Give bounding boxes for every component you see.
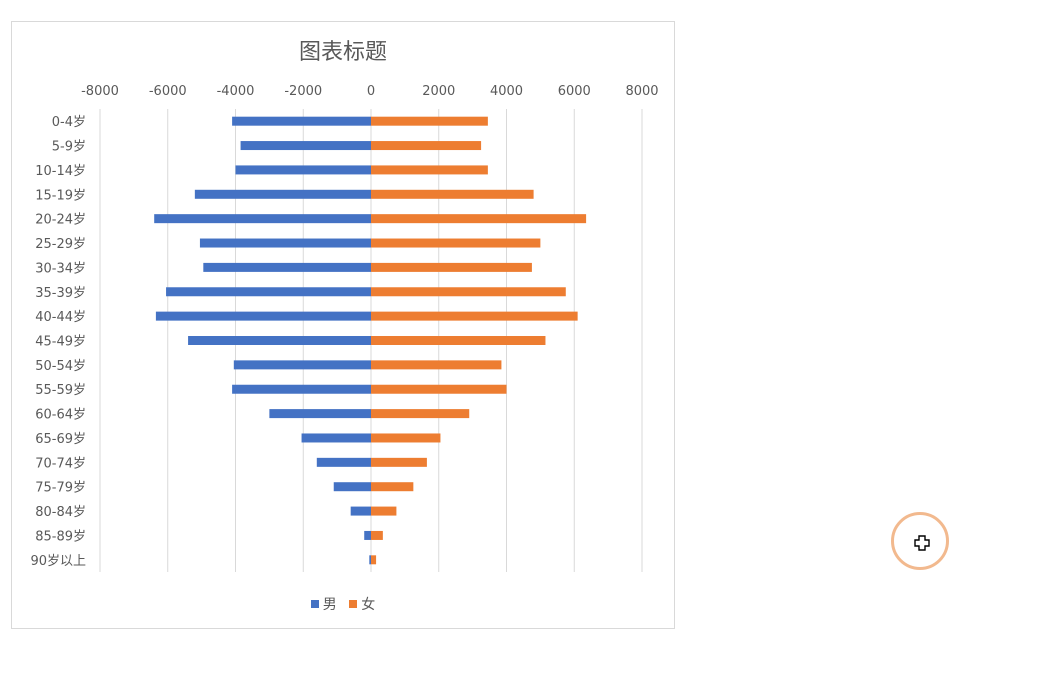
legend-swatch-male (310, 600, 319, 608)
y-category-label: 15-19岁 (35, 188, 86, 203)
bar-female (371, 165, 488, 175)
y-category-label: 85-89岁 (35, 529, 86, 544)
x-tick-label: -8000 (81, 84, 119, 99)
y-category-label: 80-84岁 (35, 505, 86, 520)
bar-male (232, 384, 371, 394)
legend[interactable]: 男 女 (12, 594, 674, 614)
chart-title[interactable]: 图表标题 (298, 40, 387, 65)
y-category-label: 65-69岁 (35, 432, 86, 447)
bar-female (371, 457, 427, 467)
y-category-label: 75-79岁 (35, 481, 86, 496)
y-category-label: 0-4岁 (52, 115, 86, 130)
bar-female (371, 433, 441, 443)
chart-area[interactable]: 图表标题 -8000 -6000 -4000 -2000 0 2000 4000 6000 80… (11, 21, 675, 629)
bar-female (371, 384, 507, 394)
x-tick-label: 4000 (490, 84, 523, 99)
y-category-label: 55-59岁 (35, 383, 86, 398)
bar-male (369, 555, 371, 565)
x-tick-label: -4000 (217, 84, 255, 99)
y-category-label: 35-39岁 (35, 286, 86, 301)
bar-female (371, 311, 578, 321)
bar-male (364, 530, 371, 540)
bar-male (154, 214, 371, 224)
y-category-label: 90岁以上 (30, 554, 86, 569)
y-category-label: 10-14岁 (35, 164, 86, 179)
y-category-label: 30-34岁 (35, 261, 86, 276)
bar-male (235, 165, 371, 175)
bar-male (194, 189, 371, 199)
bar-male (269, 409, 371, 419)
x-tick-label: 2000 (422, 84, 455, 99)
bar-female (371, 336, 546, 345)
bar-male (166, 287, 371, 297)
bar-female (371, 482, 414, 492)
legend-label-male: 男 (322, 597, 337, 613)
x-tick-label: -6000 (149, 84, 187, 99)
bar-male (316, 457, 371, 467)
plot-area: -8000 -6000 -4000 -2000 0 2000 4000 6000 8000 0-4… (30, 84, 659, 572)
x-tick-label: 6000 (558, 84, 591, 99)
bar-male (155, 311, 371, 321)
bar-male (333, 482, 371, 492)
legend-label-female: 女 (361, 597, 376, 613)
bar-female (371, 287, 566, 297)
bar-male (233, 360, 371, 370)
bar-female (371, 116, 488, 126)
bar-female (371, 555, 377, 565)
bar-male (203, 262, 371, 272)
bar-male (199, 238, 371, 248)
y-category-label: 50-54岁 (35, 359, 86, 374)
bar-female (371, 262, 532, 272)
legend-item-female: 女 (349, 594, 375, 614)
bar-female (371, 530, 383, 540)
bar-female (371, 189, 534, 199)
bar-female (371, 506, 397, 516)
bar-female (371, 141, 482, 151)
bar-male (240, 141, 371, 151)
bar-male (350, 506, 371, 516)
legend-swatch-female (349, 600, 358, 608)
y-category-label: 70-74岁 (35, 456, 86, 471)
y-category-label: 40-44岁 (35, 310, 86, 325)
bar-female (371, 409, 470, 419)
x-tick-label: 8000 (625, 84, 658, 99)
y-category-label: 5-9岁 (52, 140, 86, 155)
bar-female (371, 214, 587, 224)
bar-female (371, 238, 541, 248)
x-tick-label: 0 (367, 84, 375, 99)
bar-male (301, 433, 371, 443)
click-highlight-ring (891, 512, 949, 570)
y-category-label: 20-24岁 (35, 213, 86, 228)
y-category-label: 60-64岁 (35, 408, 86, 423)
y-category-label: 45-49岁 (35, 335, 86, 350)
y-category-label: 25-29岁 (35, 237, 86, 252)
x-tick-label: -2000 (284, 84, 322, 99)
legend-item-male: 男 (310, 594, 337, 614)
crosshair-cursor-icon (914, 535, 930, 551)
bar-male (188, 336, 371, 345)
bar-male (232, 116, 371, 126)
bar-female (371, 360, 502, 370)
